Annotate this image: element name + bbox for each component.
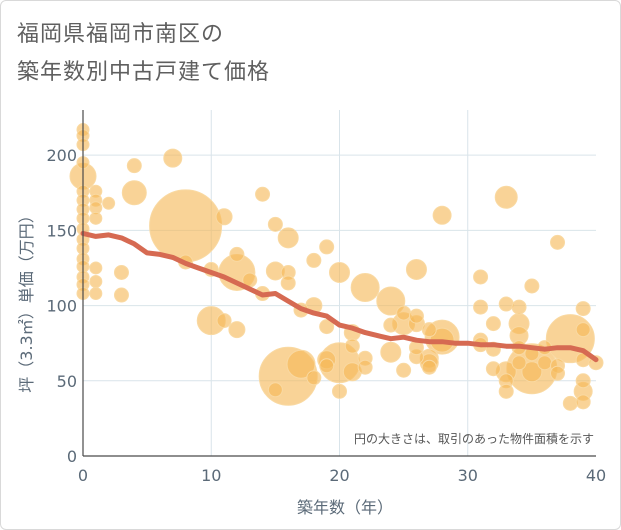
data-bubble <box>286 349 316 379</box>
data-bubble <box>421 322 437 338</box>
data-bubble <box>521 361 543 383</box>
data-bubble <box>575 373 591 389</box>
data-bubble <box>432 205 452 225</box>
data-bubble <box>357 359 373 375</box>
data-bubble <box>485 316 501 332</box>
data-bubble <box>473 299 489 315</box>
chart-title-line2: 築年数別中古戸建て価格 <box>17 60 271 85</box>
data-bubble <box>267 216 283 232</box>
data-bubble <box>332 383 347 399</box>
data-bubble <box>376 286 406 316</box>
data-bubble <box>550 234 566 250</box>
data-bubble <box>89 274 103 288</box>
data-bubble <box>396 362 412 378</box>
data-bubble <box>485 361 501 377</box>
data-bubble <box>319 319 335 335</box>
data-bubble <box>575 301 591 317</box>
data-bubble <box>163 148 183 168</box>
data-bubble <box>113 287 129 303</box>
data-bubble <box>121 180 147 206</box>
x-tick-label: 20 <box>329 466 349 485</box>
data-bubble <box>550 365 566 381</box>
x-tick-label: 40 <box>586 466 606 485</box>
grid-lines <box>83 110 596 456</box>
data-bubble <box>216 313 232 329</box>
data-bubble <box>350 273 380 303</box>
bubble-size-note: 円の大きさは、取引のあった物件面積を示す <box>354 431 594 446</box>
x-tick-label: 30 <box>458 466 478 485</box>
data-bubble <box>89 211 103 225</box>
data-bubble <box>562 395 578 411</box>
trend-line <box>80 230 599 363</box>
data-bubble <box>280 275 296 291</box>
data-bubble <box>319 358 335 374</box>
data-bubble <box>498 383 514 399</box>
data-bubble <box>89 287 103 301</box>
data-bubble <box>306 252 322 268</box>
data-bubble <box>267 382 283 398</box>
data-bubble <box>102 196 116 210</box>
axes: 0 10 20 30 40 0 50 100 150 200 <box>46 110 606 485</box>
data-bubble <box>149 189 223 263</box>
y-tick-label: 150 <box>46 221 77 240</box>
data-bubble <box>473 269 489 285</box>
data-bubble <box>255 186 271 202</box>
data-bubble <box>89 261 103 275</box>
x-axis-label: 築年数（年） <box>297 498 393 517</box>
y-axis-label: 坪（3.3㎡）単価（万円） <box>17 207 36 392</box>
data-bubble <box>277 227 299 249</box>
data-bubble <box>575 322 591 338</box>
x-tick-label: 0 <box>78 466 88 485</box>
data-bubble <box>498 296 514 312</box>
data-bubble <box>494 185 518 209</box>
y-tick-label: 50 <box>57 372 77 391</box>
data-bubble <box>126 158 142 174</box>
data-bubble <box>229 246 245 262</box>
data-bubble <box>329 261 350 283</box>
data-bubble <box>380 341 402 363</box>
data-bubble <box>306 370 322 386</box>
data-bubble <box>524 278 540 294</box>
y-tick-label: 0 <box>67 447 77 466</box>
data-bubble <box>215 208 233 226</box>
y-tick-label: 100 <box>46 297 77 316</box>
data-bubble <box>408 308 424 324</box>
data-bubble <box>511 299 527 315</box>
data-bubble <box>405 258 427 280</box>
y-tick-label: 200 <box>46 146 77 165</box>
chart-title-line1: 福岡県福岡市南区の <box>17 22 225 47</box>
data-bubble <box>511 355 527 371</box>
data-bubble <box>344 338 360 354</box>
data-bubble <box>113 264 129 280</box>
average-price-line <box>80 230 599 363</box>
data-bubble <box>421 359 437 375</box>
x-tick-label: 10 <box>201 466 221 485</box>
data-bubble <box>537 355 553 371</box>
data-bubble <box>396 305 412 321</box>
data-bubble <box>383 317 399 333</box>
data-bubble <box>575 394 591 410</box>
data-bubble <box>319 239 335 255</box>
data-bubble <box>228 321 246 339</box>
bubble-series <box>69 123 604 411</box>
